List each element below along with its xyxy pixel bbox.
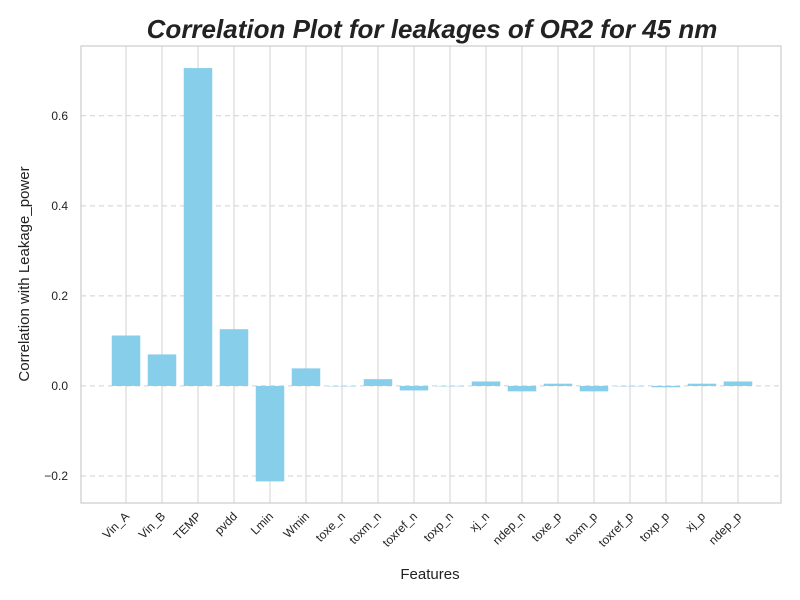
x-tick-label: toxref_p xyxy=(596,509,637,550)
bar-toxp-p xyxy=(651,385,681,388)
x-tick-labels: Vin_A Vin_B TEMP pvdd Lmin Wmin toxe_ntoxm_nto… xyxy=(100,509,745,550)
x-tick-label: toxe_p xyxy=(529,509,565,545)
x-tick-label: Lmin xyxy=(248,509,276,537)
x-tick-label: ndep_n xyxy=(490,509,528,547)
y-tick-label: −0.2 xyxy=(44,469,68,483)
bar-ndep-p xyxy=(723,381,753,386)
x-tick-label: toxref_n xyxy=(380,509,421,550)
bar-toxm-p xyxy=(579,385,609,392)
bar-wmin xyxy=(291,368,321,386)
y-tick-label: 0.2 xyxy=(51,289,68,303)
bar-xj-p xyxy=(687,383,717,386)
x-tick-label: xj_n xyxy=(467,509,492,534)
x-tick-label: toxm_p xyxy=(562,509,600,547)
bar-toxe-p xyxy=(543,383,573,386)
bar-temp xyxy=(183,68,213,386)
grid-lines xyxy=(81,46,781,503)
x-tick-label: toxe_n xyxy=(313,509,348,544)
bar-vin-b xyxy=(147,354,177,386)
x-tick-label: pvdd xyxy=(212,509,240,537)
x-tick-label: toxm_n xyxy=(346,509,384,547)
bar-ndep-n xyxy=(507,385,537,392)
bar-lmin xyxy=(255,385,285,482)
y-tick-label: 0.0 xyxy=(51,379,68,393)
x-tick-label: Vin_A xyxy=(100,509,132,541)
bar-xj-n xyxy=(471,381,501,386)
axes-frame xyxy=(80,45,782,504)
bar-pvdd xyxy=(219,329,249,386)
x-tick-label: xj_p xyxy=(683,509,709,535)
y-tick-labels: −0.2 0.0 0.2 0.4 0.6 xyxy=(44,109,68,483)
bars xyxy=(111,68,753,482)
x-tick-label: Wmin xyxy=(281,509,313,541)
x-tick-label: TEMP xyxy=(171,509,204,542)
x-tick-label: Vin_B xyxy=(136,509,168,541)
y-axis-label: Correlation with Leakage_power xyxy=(16,166,33,381)
x-tick-label: toxp_p xyxy=(637,509,673,545)
bar-vin-a xyxy=(111,335,141,386)
x-axis-label: Features xyxy=(400,566,459,583)
chart-title: Correlation Plot for leakages of OR2 for… xyxy=(147,14,718,44)
x-tick-label: toxp_n xyxy=(421,509,456,544)
bar-toxm-n xyxy=(363,379,393,386)
x-tick-label: ndep_p xyxy=(706,509,744,547)
bar-toxref-n xyxy=(399,385,429,391)
y-tick-label: 0.6 xyxy=(51,109,68,123)
y-tick-label: 0.4 xyxy=(51,199,68,213)
